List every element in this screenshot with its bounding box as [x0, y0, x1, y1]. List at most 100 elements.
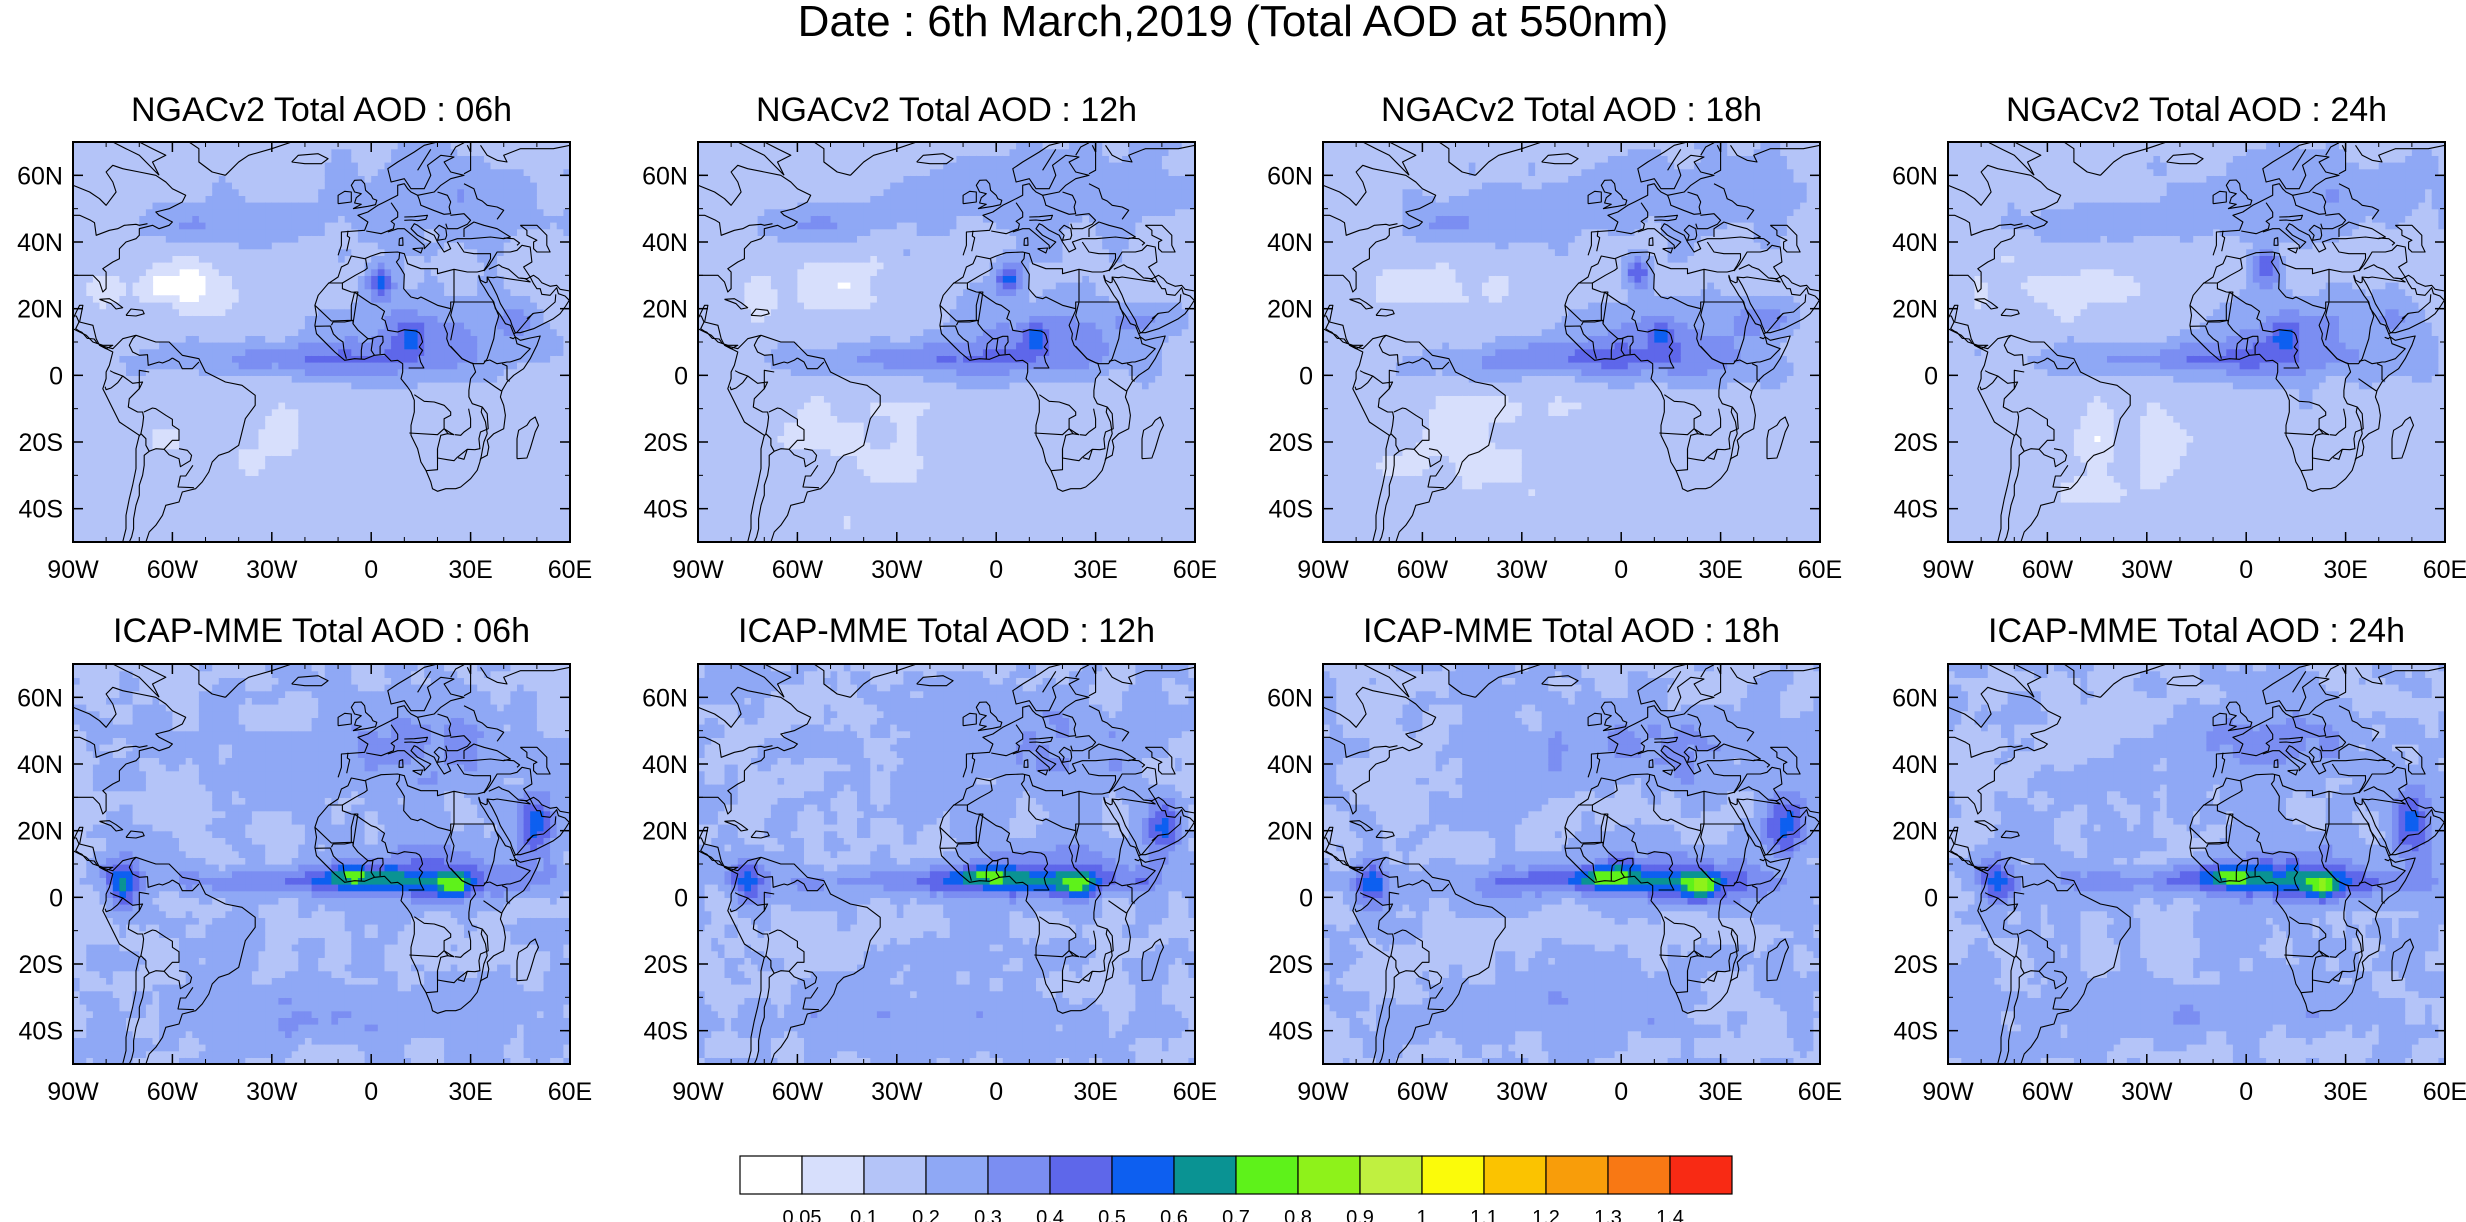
lat-tick-label: 40S: [1894, 1018, 1938, 1046]
lon-tick-label: 0: [989, 1078, 1003, 1106]
colorbar-swatch: [1173, 1155, 1237, 1195]
map-panel: 90W 60W 30W 0 30E 60E 60N 40N 20N 0 20S 40S: [17, 141, 592, 584]
lon-tick-label: 30W: [871, 556, 923, 584]
coastlines: [1323, 142, 1820, 542]
lat-tick-label: 40N: [642, 229, 688, 257]
lon-tick-label: 60E: [548, 1078, 592, 1106]
lon-tick-label: 90W: [1297, 1078, 1349, 1106]
map-panel: 90W 60W 30W 0 30E 60E 60N 40N 20N 0 20S 40S: [1267, 663, 1842, 1106]
coastlines: [1948, 664, 2445, 1064]
lon-tick-label: 0: [364, 1078, 378, 1106]
colorbar-label: 0.5: [1098, 1207, 1126, 1222]
lat-tick-label: 40N: [1892, 751, 1938, 779]
lon-tick-label: 0: [2239, 1078, 2253, 1106]
colorbar-swatch: [1111, 1155, 1175, 1195]
lat-tick-label: 20S: [644, 951, 688, 979]
lat-tick-label: 40S: [644, 496, 688, 524]
lat-tick-label: 60N: [17, 684, 63, 712]
lat-tick-label: 60N: [1892, 684, 1938, 712]
lon-tick-label: 0: [1614, 1078, 1628, 1106]
lon-tick-label: 30E: [448, 1078, 492, 1106]
lon-tick-label: 30E: [448, 556, 492, 584]
lon-tick-label: 90W: [1922, 556, 1974, 584]
lon-tick-label: 60E: [2423, 1078, 2466, 1106]
figure-title: Date : 6th March,2019 (Total AOD at 550n…: [0, 0, 2466, 44]
colorbar-label: 0.2: [912, 1207, 940, 1222]
lat-tick-label: 0: [674, 884, 688, 912]
lat-tick-label: 60N: [1892, 162, 1938, 190]
lon-tick-label: 60E: [1173, 556, 1217, 584]
aod-field: [1323, 142, 1820, 542]
aod-field: [73, 142, 570, 542]
lon-tick-label: 30E: [1698, 556, 1742, 584]
lat-tick-label: 20S: [644, 429, 688, 457]
map-panel: 90W 60W 30W 0 30E 60E 60N 40N 20N 0 20S 40S: [1892, 663, 2466, 1106]
aod-field: [1948, 142, 2445, 542]
colorbar-label: 1: [1416, 1207, 1427, 1222]
lon-tick-label: 60W: [772, 1078, 824, 1106]
lat-tick-label: 20S: [1894, 429, 1938, 457]
lon-tick-label: 60W: [147, 1078, 199, 1106]
lat-tick-label: 40N: [1267, 751, 1313, 779]
colorbar-label: 0.8: [1284, 1207, 1312, 1222]
lat-tick-label: 20N: [17, 296, 63, 324]
lat-tick-label: 40S: [644, 1018, 688, 1046]
lat-tick-label: 40N: [1892, 229, 1938, 257]
lat-tick-label: 20N: [1267, 818, 1313, 846]
lon-tick-label: 90W: [47, 1078, 99, 1106]
lat-tick-label: 20S: [1894, 951, 1938, 979]
lat-tick-label: 20S: [1269, 951, 1313, 979]
colorbar-label: 0.1: [850, 1207, 878, 1222]
lat-tick-label: 0: [49, 362, 63, 390]
aod-field: [698, 142, 1195, 542]
colorbar-swatch: [1545, 1155, 1609, 1195]
colorbar-label: 1.2: [1532, 1207, 1560, 1222]
map-panel: 90W 60W 30W 0 30E 60E 60N 40N 20N 0 20S 40S: [642, 663, 1217, 1106]
lat-tick-label: 0: [1299, 884, 1313, 912]
lat-tick-label: 60N: [642, 684, 688, 712]
aod-field: [698, 664, 1195, 1064]
lat-tick-label: 20N: [642, 818, 688, 846]
lat-tick-label: 40S: [19, 1018, 63, 1046]
lon-tick-label: 60W: [147, 556, 199, 584]
lat-tick-label: 20N: [1267, 296, 1313, 324]
panel-title: ICAP-MME Total AOD : 12h: [647, 613, 1247, 649]
lat-tick-label: 60N: [1267, 684, 1313, 712]
colorbar-label: 1.4: [1656, 1207, 1684, 1222]
panel-title: ICAP-MME Total AOD : 24h: [1897, 613, 2466, 649]
lon-tick-label: 30W: [1496, 556, 1548, 584]
lat-tick-label: 0: [1924, 884, 1938, 912]
lon-tick-label: 0: [364, 556, 378, 584]
lon-tick-label: 60E: [548, 556, 592, 584]
lon-tick-label: 60E: [1798, 556, 1842, 584]
colorbar-swatch: [1421, 1155, 1485, 1195]
lon-tick-label: 90W: [1297, 556, 1349, 584]
lat-tick-label: 20N: [1892, 818, 1938, 846]
lon-tick-label: 30E: [1073, 1078, 1117, 1106]
colorbar-label: 1.1: [1470, 1207, 1498, 1222]
colorbar-label: 0.4: [1036, 1207, 1064, 1222]
lat-tick-label: 60N: [642, 162, 688, 190]
lat-tick-label: 40S: [1269, 1018, 1313, 1046]
lat-tick-label: 60N: [1267, 162, 1313, 190]
lon-tick-label: 0: [989, 556, 1003, 584]
lat-tick-label: 20S: [19, 951, 63, 979]
colorbar-label: 0.3: [974, 1207, 1002, 1222]
lat-tick-label: 20N: [642, 296, 688, 324]
lat-tick-label: 40N: [642, 751, 688, 779]
colorbar-swatch: [1359, 1155, 1423, 1195]
lon-tick-label: 60E: [2423, 556, 2466, 584]
lon-tick-label: 90W: [672, 1078, 724, 1106]
lon-tick-label: 90W: [47, 556, 99, 584]
lon-tick-label: 30W: [1496, 1078, 1548, 1106]
map-panel: 90W 60W 30W 0 30E 60E 60N 40N 20N 0 20S 40S: [1892, 141, 2466, 584]
lat-tick-label: 40N: [1267, 229, 1313, 257]
coastlines: [73, 142, 570, 542]
lon-tick-label: 30W: [246, 1078, 298, 1106]
lon-tick-label: 60E: [1173, 1078, 1217, 1106]
lat-tick-label: 20S: [19, 429, 63, 457]
panel-title: NGACv2 Total AOD : 06h: [22, 92, 622, 128]
lat-tick-label: 0: [1299, 362, 1313, 390]
lon-tick-label: 30W: [871, 1078, 923, 1106]
panel-title: NGACv2 Total AOD : 24h: [1897, 92, 2466, 128]
